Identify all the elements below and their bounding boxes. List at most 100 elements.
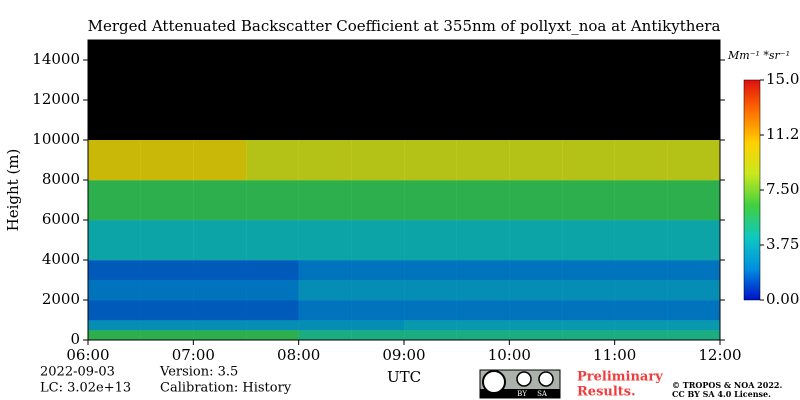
- heatmap-cell: [456, 260, 510, 281]
- heatmap-cell: [667, 260, 721, 281]
- license-badge: BY SA: [479, 369, 561, 399]
- heatmap-cell: [456, 280, 510, 301]
- heatmap-cell: [509, 180, 563, 221]
- badge-sa: [538, 371, 554, 387]
- heatmap-cell: [562, 180, 615, 221]
- heatmap-cell: [614, 220, 668, 261]
- heatmap-cell: [140, 260, 194, 281]
- heatmap-cell: [456, 320, 510, 331]
- heatmap-cell: [88, 220, 141, 261]
- heatmap-cell: [351, 300, 405, 321]
- heatmap-cell: [298, 320, 352, 331]
- date: 2022-09-03: [40, 365, 115, 380]
- heatmap-cell: [140, 140, 194, 181]
- y-axis-label: Height (m): [4, 149, 22, 232]
- heatmap-cell: [456, 300, 510, 321]
- heatmap-cell: [193, 260, 247, 281]
- badge-cc: [482, 370, 506, 394]
- x-tick-label: 08:00: [277, 346, 320, 364]
- heatmap-cell: [404, 180, 457, 221]
- heatmap-cell: [246, 280, 299, 301]
- preliminary-note: Results.: [577, 385, 636, 400]
- heatmap-cell: [140, 280, 194, 301]
- heatmap-cell: [404, 220, 457, 261]
- heatmap-cell: [509, 260, 563, 281]
- heatmap-cell: [456, 180, 510, 221]
- heatmap-cell: [667, 330, 721, 341]
- heatmap-cell: [667, 180, 721, 221]
- heatmap-cell: [509, 280, 563, 301]
- heatmap-cell: [140, 320, 194, 331]
- heatmap-cell: [614, 260, 668, 281]
- heatmap-cell: [404, 320, 457, 331]
- heatmap-cell: [404, 260, 457, 281]
- y-tick-label: 2000: [42, 290, 80, 308]
- y-tick-label: 0: [70, 330, 80, 348]
- badge-text: BY: [517, 390, 527, 398]
- heatmap-cell: [298, 140, 352, 181]
- lidar-constant: LC: 3.02e+13: [40, 381, 131, 396]
- heatmap-cell: [351, 260, 405, 281]
- colorbar-tick-label: 0.00: [766, 290, 799, 308]
- x-tick-label: 12:00: [698, 346, 741, 364]
- heatmap-cell: [88, 140, 141, 181]
- heatmap-cell: [351, 180, 405, 221]
- y-tick-label: 6000: [42, 210, 80, 228]
- heatmap-cell: [246, 220, 299, 261]
- heatmap-cell: [193, 180, 247, 221]
- heatmap-cell: [246, 320, 299, 331]
- heatmap-cell: [509, 330, 563, 341]
- heatmap-cell: [298, 260, 352, 281]
- heatmap-cell: [88, 260, 141, 281]
- heatmap-cell: [193, 320, 247, 331]
- heatmap-cell: [562, 320, 615, 331]
- y-tick-label: 4000: [42, 250, 80, 268]
- heatmap-cell: [88, 330, 141, 341]
- heatmap-cell: [246, 260, 299, 281]
- heatmap-cell: [562, 330, 615, 341]
- heatmap-cell: [246, 180, 299, 221]
- badge-by: [516, 371, 532, 387]
- colorbar-tick-label: 3.75: [766, 235, 799, 253]
- heatmap-cell: [246, 300, 299, 321]
- preliminary-note: Preliminary: [577, 370, 663, 385]
- heatmap-cell: [509, 320, 563, 331]
- heatmap-cell: [614, 300, 668, 321]
- chart-title: Merged Attenuated Backscatter Coefficien…: [88, 17, 721, 35]
- heatmap-cell: [509, 300, 563, 321]
- heatmap-cell: [614, 330, 668, 341]
- heatmap-cell: [614, 280, 668, 301]
- heatmap-cell: [88, 180, 141, 221]
- heatmap-cell: [562, 280, 615, 301]
- heatmap-cell: [88, 280, 141, 301]
- version: Version: 3.5: [159, 365, 238, 380]
- heatmap-cell: [88, 300, 141, 321]
- heatmap-cell: [298, 300, 352, 321]
- heatmap-cell: [140, 180, 194, 221]
- heatmap-cell: [667, 280, 721, 301]
- heatmap-cell: [140, 330, 194, 341]
- heatmap-cell: [509, 220, 563, 261]
- colorbar-tick-label: 11.2: [766, 125, 799, 143]
- heatmap-cell: [614, 140, 668, 181]
- heatmap-cell: [667, 320, 721, 331]
- badge-strip: [480, 389, 560, 398]
- colorbar-label: Mm⁻¹ *sr⁻¹: [727, 49, 790, 62]
- heatmap-cell: [246, 140, 299, 181]
- heatmap-cell: [456, 330, 510, 341]
- heatmap-cell: [404, 280, 457, 301]
- heatmap-cell: [351, 330, 405, 341]
- heatmap-cell: [404, 330, 457, 341]
- badge-text: SA: [537, 390, 548, 398]
- heatmap-cell: [404, 140, 457, 181]
- heatmap-cell: [298, 220, 352, 261]
- copyright: CC BY SA 4.0 License.: [672, 389, 771, 399]
- y-tick-label: 12000: [32, 90, 80, 108]
- heatmap-cell: [404, 300, 457, 321]
- copyright: © TROPOS & NOA 2022.: [672, 380, 782, 390]
- heatmap-cell: [667, 220, 721, 261]
- heatmap-cell: [298, 280, 352, 301]
- heatmap-cell: [193, 280, 247, 301]
- calibration: Calibration: History: [160, 381, 292, 396]
- heatmap-cell: [193, 300, 247, 321]
